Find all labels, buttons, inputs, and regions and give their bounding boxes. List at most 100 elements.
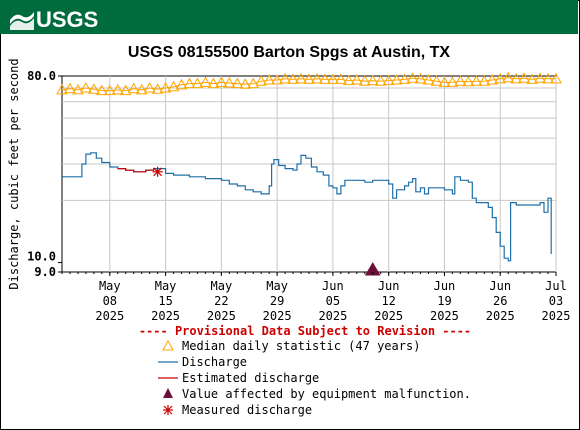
- x-tick-label: 2025: [95, 309, 124, 323]
- median-point: [223, 76, 236, 88]
- median-point: [366, 74, 379, 86]
- y-tick-label: 80.0: [27, 69, 56, 83]
- x-tick-label: Jul: [545, 279, 567, 293]
- median-point: [271, 73, 283, 85]
- grid: [62, 76, 557, 272]
- x-tick-label: 08: [103, 294, 117, 308]
- x-tick-label: Jun: [322, 279, 344, 293]
- median-point: [127, 82, 140, 94]
- usgs-banner: USGS: [0, 0, 578, 34]
- axes: May082025May152025May222025May292025Jun0…: [27, 69, 570, 323]
- median-point: [303, 73, 315, 84]
- median-point: [215, 76, 228, 87]
- asterisk-stroke: [153, 167, 163, 177]
- median-point: [103, 84, 116, 96]
- data-layer: [56, 71, 562, 276]
- legend-label: Measured discharge: [182, 403, 312, 417]
- median-point: [311, 72, 323, 84]
- median-point: [64, 82, 76, 94]
- median-point: [231, 77, 244, 89]
- median-point: [88, 83, 100, 94]
- median-point: [374, 75, 387, 86]
- plot-area: [61, 75, 557, 273]
- median-point: [462, 75, 475, 87]
- median-point: [95, 84, 108, 96]
- median-point: [550, 72, 562, 84]
- median-point: [56, 83, 68, 95]
- x-tick-label: May: [211, 279, 233, 293]
- median-point: [287, 73, 299, 84]
- median-point: [502, 71, 515, 83]
- median-point: [279, 72, 291, 84]
- discharge-line: [62, 152, 552, 262]
- x-tick-label: 29: [270, 294, 284, 308]
- median-point: [446, 76, 459, 87]
- x-tick-label: 26: [493, 294, 507, 308]
- median-point: [350, 73, 363, 85]
- median-point: [518, 72, 530, 83]
- median-point: [486, 73, 499, 85]
- median-point: [422, 73, 435, 85]
- median-point: [342, 74, 355, 86]
- x-tick-label: Jun: [489, 279, 511, 293]
- x-tick-label: 2025: [430, 309, 459, 323]
- measured-discharge-marker: [152, 166, 163, 177]
- median-point: [526, 73, 538, 84]
- median-point: [382, 74, 395, 86]
- x-tick-label: May: [99, 279, 121, 293]
- x-tick-label: May: [266, 279, 288, 293]
- x-tick-label: 05: [326, 294, 340, 308]
- median-point: [390, 73, 403, 85]
- x-tick-label: 12: [381, 294, 395, 308]
- median-point: [534, 72, 546, 83]
- median-point: [239, 78, 252, 89]
- provisional-note: ---- Provisional Data Subject to Revisio…: [139, 324, 471, 338]
- legend-label: Median daily statistic (47 years): [182, 339, 420, 353]
- median-point: [454, 75, 467, 86]
- x-tick-label: Jun: [434, 279, 456, 293]
- median-point: [72, 83, 84, 95]
- malfunction-marker: [364, 262, 381, 276]
- median-point: [406, 72, 419, 83]
- usgs-logo: USGS: [10, 7, 98, 30]
- legend-label: Value affected by equipment malfunction.: [182, 387, 471, 401]
- median-point: [183, 77, 196, 89]
- median-point: [478, 75, 491, 86]
- y-tick-label: 10.0: [27, 250, 56, 264]
- y-tick-label: 9.0: [34, 265, 56, 279]
- asterisk-stroke: [163, 405, 173, 415]
- x-tick-label: 2025: [318, 309, 347, 323]
- median-point: [151, 83, 164, 94]
- median-point: [358, 75, 371, 86]
- median-point: [255, 75, 268, 86]
- median-point: [542, 72, 554, 84]
- median-point: [159, 81, 172, 93]
- median-point: [263, 73, 276, 85]
- median-point: [295, 72, 307, 84]
- x-tick-label: 2025: [542, 309, 571, 323]
- legend: ---- Provisional Data Subject to Revisio…: [139, 324, 471, 417]
- x-tick-label: May: [155, 279, 177, 293]
- median-point: [199, 76, 212, 87]
- median-point: [167, 80, 180, 92]
- median-point: [430, 75, 443, 86]
- x-tick-label: 2025: [207, 309, 236, 323]
- median-point: [80, 81, 92, 93]
- median-point: [494, 72, 507, 84]
- median-point: [207, 77, 220, 89]
- x-tick-label: 2025: [263, 309, 292, 323]
- y-axis-label: Discharge, cubic feet per second: [7, 58, 21, 289]
- median-point: [111, 83, 124, 95]
- median-point: [143, 81, 156, 93]
- legend-label: Estimated discharge: [182, 371, 319, 385]
- x-tick-label: 19: [437, 294, 451, 308]
- median-point: [247, 77, 260, 89]
- x-tick-label: 22: [214, 294, 228, 308]
- x-tick-label: 2025: [151, 309, 180, 323]
- x-tick-label: 03: [549, 294, 563, 308]
- median-point: [319, 73, 331, 84]
- median-point: [191, 77, 204, 89]
- median-point: [119, 84, 132, 96]
- legend-measured-symbol: [163, 405, 173, 415]
